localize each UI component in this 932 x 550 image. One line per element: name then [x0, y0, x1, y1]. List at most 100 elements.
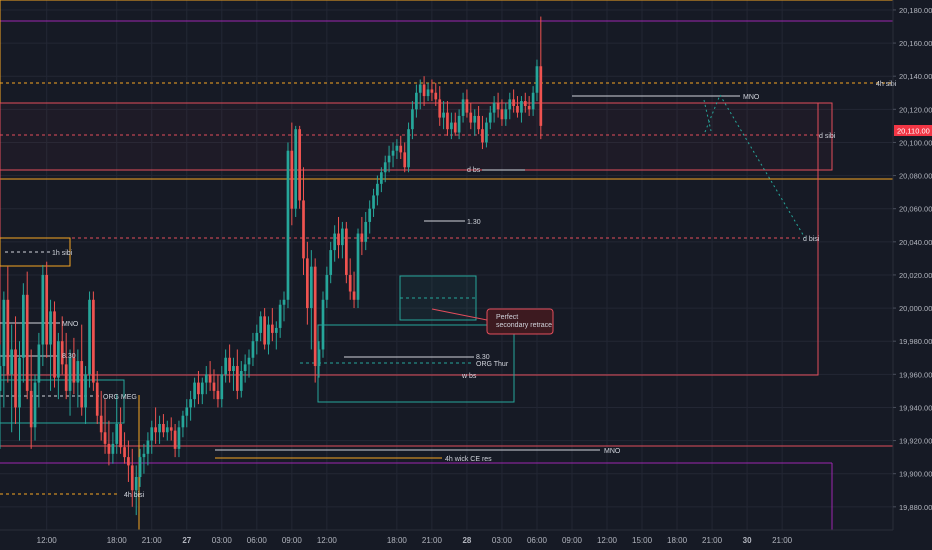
candle-body-139	[539, 66, 543, 126]
price-tick-label-12: 19,940.00	[899, 403, 932, 412]
time-tick-label-3: 27	[182, 536, 191, 545]
candle-body-27	[103, 432, 107, 444]
price-tick-label-9: 20,000.00	[899, 304, 932, 313]
candle-body-2	[6, 299, 10, 375]
candle-body-96	[372, 195, 375, 209]
candle-body-94	[364, 221, 368, 242]
candle-body-13	[49, 311, 52, 345]
projection-stub	[703, 99, 712, 132]
candle-body-73	[282, 299, 286, 305]
time-tick-label-19: 21:00	[772, 536, 793, 545]
candle-body-78	[302, 200, 305, 259]
candle-body-135	[523, 101, 527, 106]
candle-body-93	[360, 233, 364, 242]
candle-body-136	[527, 106, 531, 110]
candle-body-19	[72, 357, 76, 383]
time-tick-label-8: 18:00	[387, 536, 408, 545]
drawing-layer	[0, 0, 894, 530]
price-axis[interactable]: 20,180.00 20,160.00 20,140.00 20,120.00 20,1…	[892, 0, 932, 530]
label-mno-left: MNO	[62, 321, 79, 328]
current-price-badge: 20,110.00	[894, 125, 932, 136]
candle-body-86	[333, 233, 337, 251]
candle-body-123	[477, 115, 480, 130]
label-d-bisi: d bisi	[803, 236, 820, 243]
candle-body-1	[2, 299, 6, 367]
time-tick-label-1: 18:00	[107, 536, 128, 545]
1h-sibi-zone	[0, 237, 71, 267]
price-tick-label-11: 19,960.00	[899, 370, 932, 379]
candle-body-132	[512, 99, 515, 106]
candle-body-7	[25, 294, 29, 391]
candle-body-129	[500, 109, 504, 120]
candle-body-65	[251, 341, 255, 358]
candle-body-134	[520, 101, 523, 113]
candle-body-133	[516, 106, 519, 113]
candle-body-47	[181, 415, 185, 428]
callout-line-2: secondary retrace	[496, 322, 552, 329]
time-tick-label-17: 21:00	[702, 536, 723, 545]
time-tick-label-14: 12:00	[597, 536, 618, 545]
label-130: 1.30	[467, 219, 481, 226]
label-org-meg: ORG MEG	[103, 394, 137, 401]
candle-body-67	[259, 316, 263, 333]
candle-body-111	[430, 89, 434, 93]
candle-body-108	[418, 84, 422, 93]
candle-body-36	[138, 457, 142, 477]
candle-body-102	[395, 145, 399, 151]
price-tick-label-7: 20,040.00	[899, 238, 932, 247]
candle-body-110	[426, 89, 430, 97]
candle-body-131	[508, 99, 512, 110]
candle-body-74	[286, 150, 290, 300]
candle-body-48	[185, 407, 189, 416]
label-d-sibi: d sibi	[819, 133, 836, 140]
time-tick-label-16: 18:00	[667, 536, 688, 545]
candle-body-124	[481, 129, 484, 143]
candle-body-34	[130, 465, 134, 491]
candle-body-25	[95, 382, 99, 416]
candle-body-58	[224, 357, 227, 375]
candles	[0, 16, 543, 516]
time-tick-label-6: 09:00	[282, 536, 303, 545]
candle-body-52	[200, 382, 204, 395]
candle-body-31	[119, 424, 122, 448]
candle-body-126	[488, 112, 492, 123]
candle-body-0	[0, 366, 2, 391]
time-tick-label-12: 06:00	[527, 536, 548, 545]
candle-body-57	[220, 374, 224, 400]
candle-body-21	[80, 361, 84, 408]
current-price-badge-bg	[894, 125, 932, 136]
candle-body-10	[37, 344, 41, 383]
candle-body-121	[469, 112, 473, 123]
candle-body-119	[461, 99, 465, 116]
candle-body-61	[235, 366, 239, 391]
candle-body-56	[216, 390, 220, 400]
candle-body-95	[368, 208, 372, 222]
candle-body-46	[177, 427, 181, 449]
time-axis[interactable]: 12:00 18:00 21:00 27 03:00 06:00 09:00 12:00 18:…	[0, 529, 893, 545]
candle-body-91	[352, 291, 356, 300]
candle-body-45	[173, 430, 177, 449]
label-4h-sibi: 4h sibi	[876, 81, 897, 88]
candle-body-24	[92, 299, 95, 383]
price-tick-label-1: 20,160.00	[899, 39, 932, 48]
price-tick-label-0: 20,180.00	[899, 6, 932, 15]
label-d-bs: d bs	[467, 167, 481, 174]
price-tick-label-10: 19,980.00	[899, 337, 932, 346]
candle-body-32	[123, 447, 126, 458]
teal-left-box	[0, 379, 125, 424]
price-tick-label-4: 20,100.00	[899, 138, 932, 147]
candle-body-101	[391, 150, 395, 156]
candle-body-100	[387, 155, 391, 163]
candle-body-51	[197, 382, 200, 395]
candle-body-59	[228, 357, 231, 371]
candle-body-9	[33, 382, 37, 428]
candle-body-30	[115, 424, 119, 444]
price-tick-label-5: 20,080.00	[899, 172, 932, 181]
candle-body-113	[438, 99, 442, 118]
candle-body-39	[150, 427, 154, 441]
candle-body-115	[446, 112, 449, 130]
candle-body-105	[407, 129, 410, 168]
candle-body-53	[204, 374, 208, 383]
callout-box	[486, 308, 554, 335]
label-4h-wick-ce: 4h wick CE res	[445, 456, 492, 463]
